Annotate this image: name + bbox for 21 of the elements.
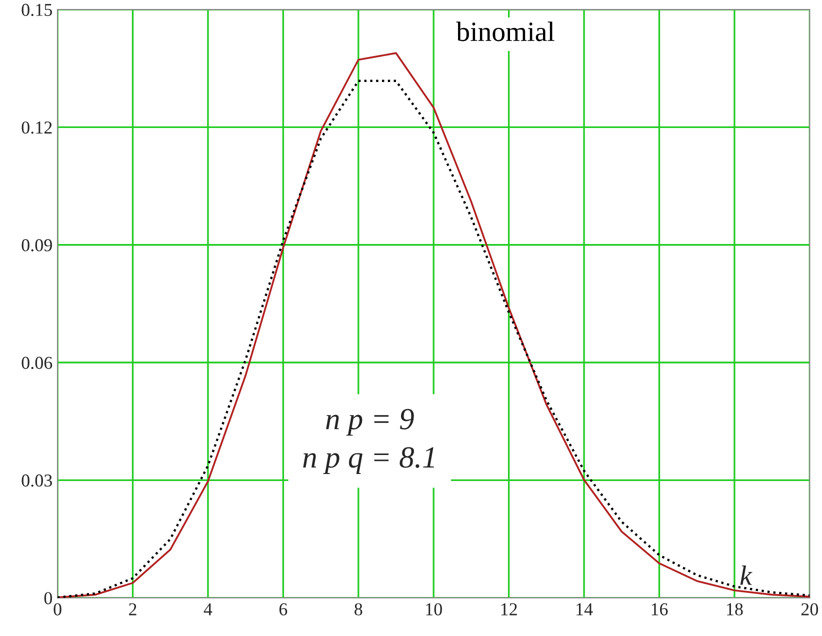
y-tick-label: 0.15 — [22, 4, 52, 16]
x-tick-label: 2 — [129, 603, 136, 616]
y-tick-label: 0.12 — [22, 121, 52, 134]
x-tick-label: 0 — [54, 603, 62, 616]
x-tick-label: 4 — [204, 603, 212, 616]
x-tick-label: 16 — [652, 603, 668, 616]
x-tick-label: 10 — [426, 603, 442, 616]
y-tick-label: 0 — [44, 592, 52, 604]
x-tick-label: 6 — [279, 603, 288, 616]
x-axis-title: k — [740, 565, 752, 585]
annotation: n p = 9 — [326, 408, 414, 436]
x-tick-label: 8 — [354, 603, 362, 616]
annotation: n p q = 8.1 — [303, 447, 434, 474]
text: binomial — [456, 22, 554, 42]
y-tick-label: 0.06 — [22, 356, 52, 370]
y-tick-label: 0.09 — [22, 239, 52, 252]
x-tick-label: 12 — [501, 603, 517, 616]
x-tick-label: 20 — [801, 603, 818, 616]
x-tick-label: 14 — [576, 603, 593, 616]
x-tick-label: 18 — [727, 603, 743, 616]
y-tick-label: 0.03 — [22, 474, 52, 487]
